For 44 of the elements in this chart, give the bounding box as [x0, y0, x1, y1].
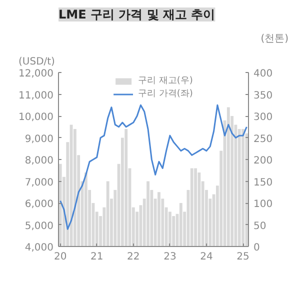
- bar: [168, 212, 172, 246]
- bar: [245, 133, 248, 246]
- legend-label: 구리 재고(우): [138, 75, 193, 87]
- y-tick-label: 12,000: [18, 68, 54, 80]
- bar: [84, 172, 88, 246]
- bar: [146, 181, 150, 246]
- y-tick-label: 9,000: [24, 134, 54, 145]
- chart-title: LME 구리 가격 및 재고 추이: [58, 8, 216, 22]
- y2-tick-label: 150: [254, 177, 273, 188]
- y2-tick-label: 100: [254, 199, 273, 210]
- bar: [226, 107, 230, 246]
- y2-tick-label: 250: [254, 134, 273, 145]
- bar: [70, 124, 73, 246]
- y2-tick-label: 400: [254, 68, 273, 80]
- bar: [194, 168, 197, 246]
- x-tick-label: 25: [236, 252, 250, 262]
- x-tick-label: 24: [200, 252, 213, 262]
- y-tick-label: 5,000: [24, 220, 54, 232]
- y2-axis-title: (천톤): [260, 34, 289, 44]
- y-tick-label: 11,000: [18, 90, 54, 102]
- bar: [124, 129, 128, 246]
- bar: [106, 181, 110, 246]
- x-tick-label: 22: [127, 252, 140, 262]
- y-tick-label: 10,000: [18, 112, 54, 123]
- y2-tick-label: 50: [254, 220, 266, 232]
- y2-tick-label: 300: [254, 112, 273, 123]
- bar: [190, 168, 194, 246]
- y2-tick-label: 0: [254, 242, 260, 254]
- y-tick-label: 6,000: [24, 199, 54, 210]
- x-tick-label: 21: [90, 252, 104, 262]
- y-tick-label: 7,000: [24, 177, 54, 188]
- y-axis-title: (USD/t): [18, 56, 56, 68]
- bar: [242, 129, 244, 246]
- y2-tick-label: 350: [254, 90, 273, 102]
- bar: [179, 203, 182, 246]
- bar: [58, 164, 62, 246]
- x-tick-label: 23: [164, 252, 176, 262]
- x-tick-label: 20: [54, 252, 67, 262]
- bar: [158, 192, 160, 246]
- y2-tick-label: 200: [254, 156, 273, 166]
- legend-label: 구리 가격(좌): [138, 88, 193, 100]
- line-series: [60, 104, 248, 230]
- y-tick-label: 4,000: [24, 242, 54, 254]
- y-tick-label: 8,000: [24, 156, 54, 166]
